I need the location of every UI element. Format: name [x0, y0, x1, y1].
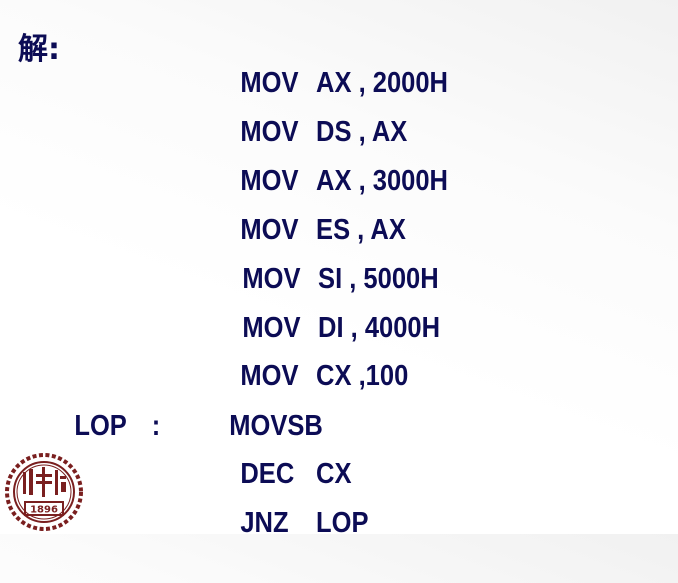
code-label: LOP [74, 410, 127, 442]
slide: 解: MOV AX , 2000H MOV DS , AX MOV AX , 3000… [5, 23, 448, 539]
label-colon: : [151, 410, 161, 442]
opcode: MOV [242, 312, 301, 344]
opcode: MOV [240, 214, 299, 246]
operands: AX , 3000H [316, 165, 448, 197]
operands: SI , 5000H [318, 263, 439, 295]
opcode: MOVSB [229, 410, 323, 442]
opcode: MOV [242, 263, 301, 295]
seal-year: 1896 [30, 505, 58, 516]
opcode: JNZ [240, 507, 289, 539]
code-line: MOV SI , 5000H [214, 219, 438, 295]
opcode: DEC [240, 458, 295, 490]
opcode: MOV [240, 116, 299, 148]
operands: CX [316, 458, 352, 490]
operands: CX ,100 [316, 360, 409, 392]
operands: DI , 4000H [318, 312, 441, 344]
code-line: DEC CX [212, 414, 351, 490]
code-line-labeled: LOP: MOVSB [46, 366, 322, 442]
opcode: MOV [240, 67, 299, 99]
code-line: JNZ LOP [212, 463, 368, 539]
opcode: MOV [240, 165, 299, 197]
answer-label: 解: [18, 32, 60, 67]
code-line: MOV DI , 4000H [214, 268, 440, 344]
code-line: MOV CX ,100 [212, 316, 408, 392]
code-line: MOV AX , 2000H [212, 23, 448, 99]
code-line: MOV ES , AX [212, 170, 406, 246]
operands: ES , AX [316, 214, 406, 246]
opcode: MOV [240, 360, 299, 392]
university-seal-logo: 1896 [5, 453, 83, 531]
code-line: MOV DS , AX [212, 72, 407, 148]
operands: DS , AX [316, 116, 408, 148]
operands: AX , 2000H [316, 67, 448, 99]
code-line: MOV AX , 3000H [212, 121, 448, 197]
operands: LOP [316, 507, 369, 539]
